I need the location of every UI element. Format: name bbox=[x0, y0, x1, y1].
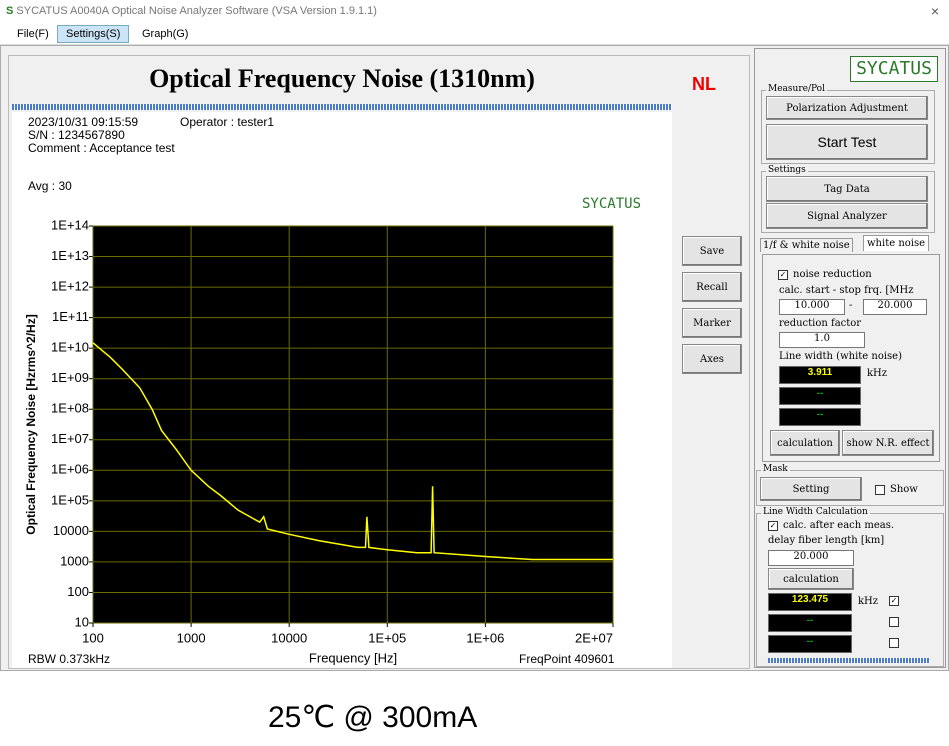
rbw: RBW 0.373kHz bbox=[28, 652, 111, 666]
input[interactable]: 20.000 bbox=[768, 550, 854, 566]
polarization-button[interactable]: Polarization Adjustment bbox=[766, 96, 928, 120]
menu-item[interactable]: Settings(S) bbox=[57, 25, 130, 43]
freq-points: FreqPoint 409601 bbox=[519, 652, 615, 666]
x-axis-label: Frequency [Hz] bbox=[309, 650, 397, 665]
group-label: Line Width Calculation bbox=[761, 507, 870, 517]
operator: Operator : tester1 bbox=[180, 115, 275, 129]
readout: -- bbox=[779, 408, 861, 426]
menu-bar: File(F) Settings(S) Graph(G) bbox=[0, 24, 949, 45]
lwc-group: Line Width Calculation bbox=[756, 507, 944, 667]
y-tick-label: 100 bbox=[67, 584, 89, 599]
label: - bbox=[849, 300, 853, 311]
input[interactable]: 20.000 bbox=[863, 299, 927, 315]
y-tick-label: 1E+08 bbox=[51, 401, 89, 416]
checkbox[interactable] bbox=[889, 617, 899, 627]
start-button[interactable]: Start Test bbox=[766, 124, 928, 160]
label: calc. start - stop frq. [MHz bbox=[779, 285, 914, 296]
mask-group: Mask bbox=[756, 464, 944, 506]
y-tick-label: 1E+12 bbox=[51, 279, 89, 294]
control-panel bbox=[754, 48, 946, 668]
readout: 3.911 bbox=[779, 366, 861, 384]
y-tick-label: 1E+09 bbox=[51, 370, 89, 385]
settings-group: Settings bbox=[761, 165, 935, 233]
side-button[interactable]: Save bbox=[682, 236, 742, 266]
readout: -- bbox=[768, 614, 852, 632]
comment: Comment : Acceptance test bbox=[28, 141, 175, 155]
label: Show bbox=[890, 484, 918, 495]
y-tick-label: 1E+11 bbox=[52, 309, 89, 324]
unit: kHz bbox=[867, 368, 888, 379]
group-label: Mask bbox=[761, 464, 790, 474]
y-axis-label: Optical Frequency Noise [Hzrms^2/Hz] bbox=[24, 314, 38, 534]
y-tick-label: 1E+13 bbox=[51, 248, 89, 263]
group-label: Measure/Pol bbox=[766, 84, 827, 94]
progress-stripe bbox=[12, 104, 672, 110]
label: calc. after each meas. bbox=[783, 520, 895, 531]
close-icon[interactable]: × bbox=[930, 3, 939, 19]
analyzer-button[interactable]: Signal Analyzer bbox=[766, 203, 928, 229]
checkbox[interactable] bbox=[875, 485, 885, 495]
tag-button[interactable]: Tag Data bbox=[766, 176, 928, 202]
label: noise reduction bbox=[793, 269, 872, 280]
x-tick-label: 1E+05 bbox=[368, 630, 406, 645]
label: Line width (white noise) bbox=[779, 351, 902, 362]
serial: S/N : 1234567890 bbox=[28, 128, 125, 142]
y-tick-label: 1E+05 bbox=[51, 492, 89, 507]
noise-trace bbox=[92, 342, 613, 561]
show-nr-button[interactable]: show N.R. effect bbox=[842, 430, 934, 456]
side-button[interactable]: Axes bbox=[682, 344, 742, 374]
y-tick-label: 1E+14 bbox=[51, 217, 89, 232]
calculation-button[interactable]: calculation bbox=[770, 430, 840, 456]
label: reduction factor bbox=[779, 318, 862, 329]
chart: 101001000100001E+051E+061E+071E+081E+091… bbox=[24, 217, 614, 665]
mask-button[interactable]: Setting bbox=[760, 477, 862, 501]
chart-title: Optical Frequency Noise (1310nm) bbox=[149, 64, 535, 93]
tab[interactable]: 1/f & white noise bbox=[760, 238, 853, 252]
datetime: 2023/10/31 09:15:59 bbox=[28, 115, 139, 129]
avg: Avg : 30 bbox=[28, 179, 72, 193]
y-tick-label: 1E+07 bbox=[51, 431, 89, 446]
window-title: S SYCATUS A0040A Optical Noise Analyzer … bbox=[6, 5, 377, 17]
unit: kHz bbox=[858, 596, 879, 607]
menu-item[interactable]: Graph(G) bbox=[142, 28, 189, 40]
input[interactable]: 10.000 bbox=[779, 299, 845, 315]
lwc-button[interactable]: calculation bbox=[768, 568, 854, 590]
menu-item[interactable]: File(F) bbox=[17, 28, 49, 40]
x-tick-label: 1000 bbox=[177, 630, 206, 645]
measure-group: Measure/Pol bbox=[761, 84, 935, 164]
checkbox[interactable]: ✓ bbox=[889, 596, 899, 606]
readout: 123.475 bbox=[768, 593, 852, 611]
label: delay fiber length [km] bbox=[768, 535, 885, 546]
checkbox[interactable]: ✓ bbox=[768, 521, 778, 531]
y-tick-label: 1E+10 bbox=[51, 340, 89, 355]
readout: -- bbox=[768, 635, 852, 653]
readout: -- bbox=[779, 387, 861, 405]
nl-badge: NL bbox=[692, 74, 716, 94]
y-tick-label: 1000 bbox=[60, 553, 89, 568]
window-title-text: SYCATUS A0040A Optical Noise Analyzer So… bbox=[16, 5, 377, 17]
checkbox[interactable] bbox=[889, 638, 899, 648]
chart-logo: SYCATUS bbox=[582, 196, 642, 212]
group-label: Settings bbox=[766, 165, 808, 175]
y-tick-label: 10000 bbox=[53, 523, 89, 538]
y-tick-label: 1E+06 bbox=[51, 462, 89, 477]
chart-panel: 2023/10/31 09:15:59 Operator : tester1 S… bbox=[12, 112, 672, 668]
plot-area bbox=[93, 226, 613, 623]
tab-active[interactable]: white noise bbox=[863, 235, 930, 251]
progress-stripe bbox=[768, 658, 930, 663]
tab-page bbox=[762, 254, 940, 462]
side-button[interactable]: Marker bbox=[682, 308, 742, 338]
side-button[interactable]: Recall bbox=[682, 272, 742, 302]
logo: SYCATUS bbox=[850, 56, 938, 82]
x-tick-label: 100 bbox=[82, 630, 104, 645]
y-tick-label: 10 bbox=[75, 614, 89, 629]
x-tick-label: 1E+06 bbox=[466, 630, 504, 645]
input[interactable]: 1.0 bbox=[779, 332, 865, 348]
caption: 25℃ @ 300mA bbox=[268, 701, 478, 734]
x-tick-label: 10000 bbox=[271, 630, 307, 645]
x-tick-label: 2E+07 bbox=[575, 630, 613, 645]
checkbox[interactable]: ✓ bbox=[778, 270, 788, 280]
